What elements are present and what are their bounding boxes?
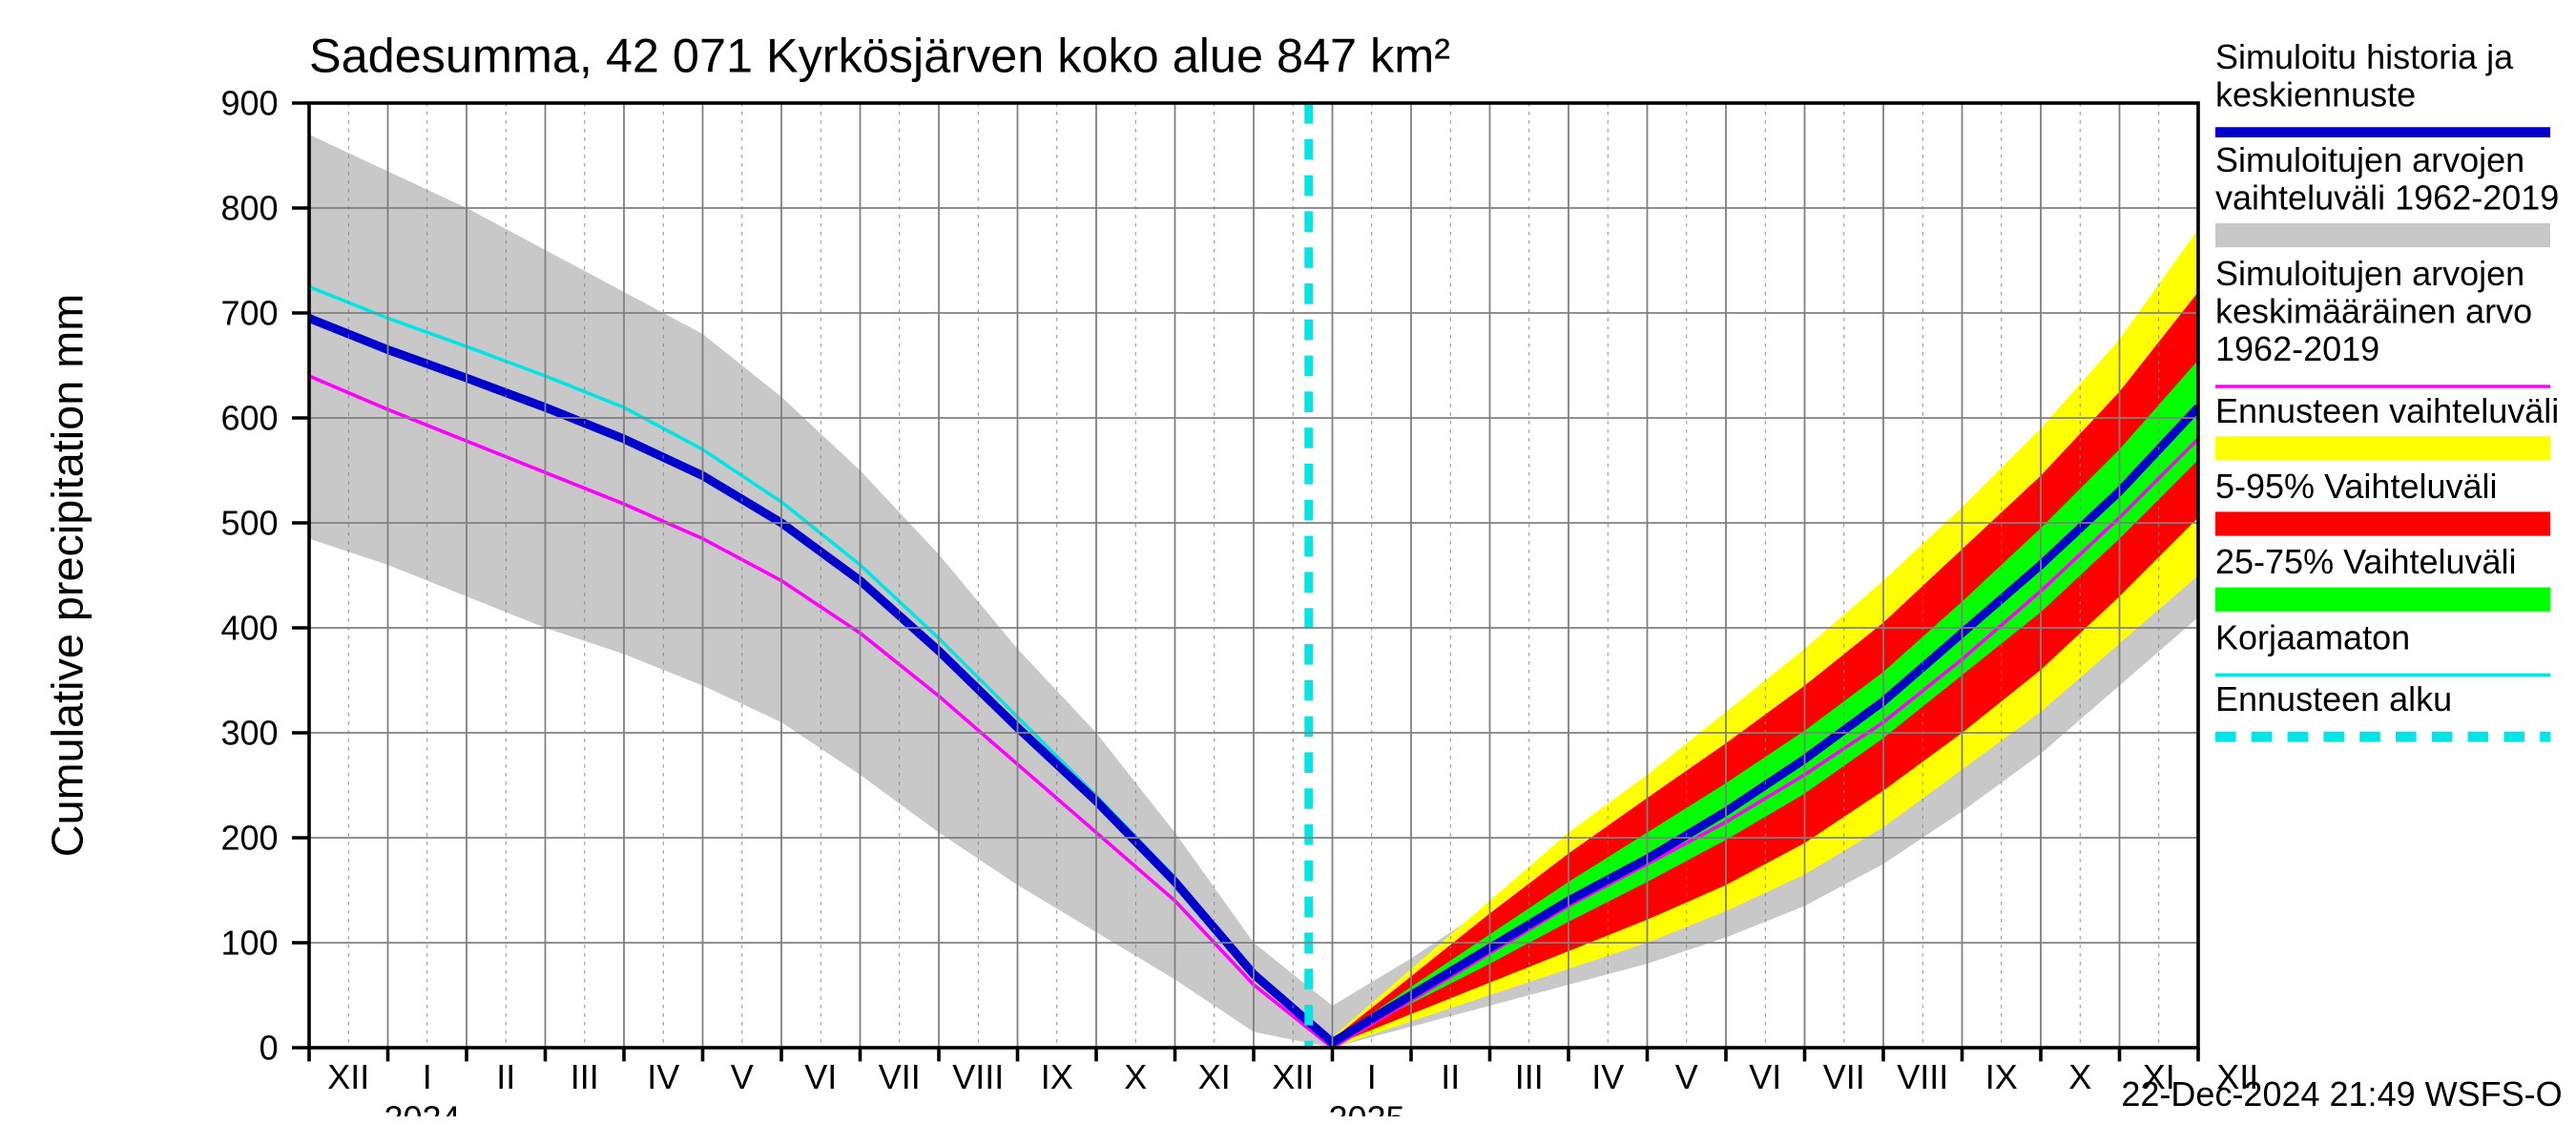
- legend-label: 5-95% Vaihteluväli: [2215, 467, 2498, 506]
- x-month-label: IX: [1985, 1057, 2018, 1096]
- x-month-label: V: [731, 1057, 754, 1096]
- x-month-label: IV: [1591, 1057, 1624, 1096]
- precipitation-chart: 0100200300400500600700800900XIIIIIIIIIVV…: [0, 0, 2576, 1116]
- y-tick-label: 400: [221, 609, 279, 648]
- y-tick-label: 500: [221, 504, 279, 543]
- legend-swatch: [2215, 223, 2550, 247]
- y-axis-label: Cumulative precipitation mm: [42, 294, 92, 857]
- x-month-label: VI: [804, 1057, 837, 1096]
- x-month-label: IV: [647, 1057, 679, 1096]
- x-month-label: VIII: [1897, 1057, 1948, 1096]
- legend-label: vaihteluväli 1962-2019: [2215, 178, 2559, 218]
- x-month-label: IX: [1041, 1057, 1073, 1096]
- legend-swatch: [2215, 436, 2550, 460]
- x-month-label: VII: [1823, 1057, 1865, 1096]
- x-month-label: XII: [1272, 1057, 1314, 1096]
- legend-label: Ennusteen vaihteluväli: [2215, 391, 2559, 430]
- x-month-label: V: [1675, 1057, 1698, 1096]
- y-tick-label: 900: [221, 84, 279, 123]
- x-month-label: X: [1124, 1057, 1147, 1096]
- y-tick-label: 100: [221, 924, 279, 963]
- x-month-label: XI: [1198, 1057, 1231, 1096]
- legend-label: keskimääräinen arvo: [2215, 291, 2532, 330]
- x-month-label: II: [1441, 1057, 1460, 1096]
- chart-footer: 22-Dec-2024 21:49 WSFS-O: [2121, 1074, 2562, 1114]
- y-tick-label: 700: [221, 294, 279, 333]
- x-month-label: X: [2068, 1057, 2091, 1096]
- legend-label: Ennusteen alku: [2215, 679, 2452, 718]
- y-tick-label: 0: [260, 1029, 279, 1068]
- x-month-label: VII: [879, 1057, 921, 1096]
- x-year-label: 2025: [1328, 1098, 1404, 1116]
- x-month-label: XII: [327, 1057, 369, 1096]
- legend-label: Korjaamaton: [2215, 617, 2410, 656]
- x-month-label: I: [423, 1057, 432, 1096]
- legend-swatch: [2215, 511, 2550, 535]
- legend-label: 25-75% Vaihteluväli: [2215, 542, 2517, 581]
- legend-label: Simuloitujen arvojen: [2215, 254, 2524, 293]
- y-tick-label: 300: [221, 714, 279, 753]
- legend-label: 1962-2019: [2215, 329, 2379, 368]
- legend-swatch: [2215, 588, 2550, 612]
- legend-label: keskiennuste: [2215, 75, 2416, 114]
- y-tick-label: 800: [221, 189, 279, 228]
- x-month-label: III: [1515, 1057, 1544, 1096]
- x-month-label: VI: [1749, 1057, 1781, 1096]
- y-tick-label: 600: [221, 399, 279, 438]
- chart-title: Sadesumma, 42 071 Kyrkösjärven koko alue…: [309, 29, 1450, 83]
- x-month-label: II: [496, 1057, 515, 1096]
- x-month-label: VIII: [952, 1057, 1004, 1096]
- legend-label: Simuloitujen arvojen: [2215, 140, 2524, 179]
- x-month-label: I: [1367, 1057, 1377, 1096]
- legend-label: Simuloitu historia ja: [2215, 37, 2514, 76]
- x-year-label: 2024: [384, 1098, 460, 1116]
- x-month-label: III: [571, 1057, 599, 1096]
- y-tick-label: 200: [221, 819, 279, 858]
